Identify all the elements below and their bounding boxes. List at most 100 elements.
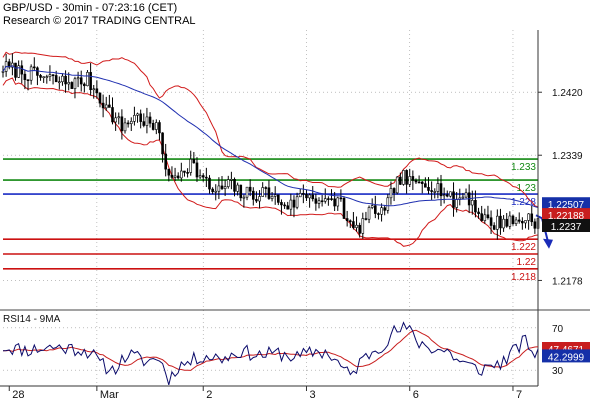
candle-body <box>480 213 483 221</box>
candle-body <box>45 76 49 78</box>
candle-body <box>511 215 515 224</box>
time-tick-label: Mar <box>100 389 119 400</box>
candle-body <box>292 199 296 208</box>
candle-body <box>298 193 302 198</box>
candle-body <box>251 190 255 200</box>
candle-body <box>323 198 327 202</box>
level-label: 1.233 <box>511 162 536 173</box>
candle-body <box>317 200 321 204</box>
candle-body <box>386 197 390 211</box>
time-tick-label: 28 <box>12 389 24 400</box>
rsi-line <box>2 321 539 386</box>
price-tag-label: 1.2237 <box>551 222 582 233</box>
price-tag <box>542 208 590 222</box>
candle-body <box>514 219 518 224</box>
candle-body <box>295 196 299 208</box>
candle-body <box>11 62 14 68</box>
candle-body <box>126 122 130 125</box>
candle-body <box>449 191 452 197</box>
candle-body <box>405 170 408 185</box>
candle-body <box>455 199 458 208</box>
candle-body <box>148 116 152 124</box>
price-tick-label: 1.2339 <box>552 151 583 162</box>
candle-body <box>1 71 5 73</box>
candle-body <box>58 81 61 84</box>
candle-body <box>302 193 305 195</box>
candle-body <box>439 183 443 197</box>
candle-body <box>86 72 89 87</box>
candle-body <box>117 116 121 119</box>
candle-body <box>464 192 468 198</box>
candle-body <box>355 224 358 228</box>
candle-body <box>201 175 205 178</box>
candle-body <box>289 199 293 210</box>
candle-body <box>89 72 92 91</box>
candle-body <box>248 186 252 192</box>
candle-body <box>314 198 318 204</box>
candle-body <box>361 218 365 234</box>
candle-body <box>139 113 142 122</box>
forecast-arrow-head <box>543 238 553 249</box>
candle-body <box>17 65 20 78</box>
candle-body <box>95 88 99 94</box>
candle-body <box>129 121 133 124</box>
candle-body <box>411 176 415 181</box>
price-tag-label: 1.22188 <box>548 211 585 222</box>
candle-body <box>533 221 537 229</box>
bollinger-lower <box>2 77 539 247</box>
candle-body <box>173 175 177 178</box>
candle-body <box>26 79 30 81</box>
candle-body <box>527 213 530 221</box>
candle-body <box>236 184 239 192</box>
moving-average-line <box>2 65 539 208</box>
candle-body <box>345 218 349 222</box>
candle-body <box>286 205 290 210</box>
candle-body <box>342 197 346 219</box>
candle-body <box>151 122 155 130</box>
candle-body <box>430 190 433 192</box>
candle-body <box>264 187 268 189</box>
candle-body <box>73 78 77 89</box>
candle-body <box>195 162 199 178</box>
bollinger-bands <box>2 51 539 247</box>
price-tick-label: 1.2420 <box>552 88 583 99</box>
rsi-tag-label: 42.2999 <box>548 352 585 363</box>
candle-body <box>395 176 399 194</box>
candle-body <box>258 196 261 202</box>
rsi-tick-label: 70 <box>552 324 564 335</box>
candle-body <box>158 122 161 134</box>
candle-body <box>508 215 512 227</box>
forecast-arrow-shaft <box>535 214 543 220</box>
candle-body <box>192 158 196 164</box>
candle-body <box>277 194 280 203</box>
candle-body <box>164 153 167 170</box>
candle-body <box>217 185 221 192</box>
candle-body <box>308 194 311 199</box>
candle-body <box>505 218 509 227</box>
rsi-title: RSI14 - 9MA <box>3 314 61 325</box>
time-tick-label: 7 <box>516 389 522 400</box>
candle-body <box>483 214 487 221</box>
rsi-panel: RSI14 - 9MA703047.467142.2999 <box>0 309 590 386</box>
candle-body <box>280 202 283 206</box>
candle-body <box>339 197 343 200</box>
candle-body <box>470 200 474 206</box>
level-label: 1.23 <box>517 183 537 194</box>
candle-body <box>70 82 74 89</box>
candle-body <box>133 115 136 122</box>
candle-body <box>29 66 33 81</box>
candle-body <box>83 83 86 87</box>
candle-body <box>167 168 171 176</box>
candle-body <box>461 196 465 199</box>
candle-body <box>136 113 139 116</box>
candle-body <box>23 73 27 80</box>
candle-body <box>111 107 114 123</box>
candle-body <box>477 211 480 214</box>
price-tick-label: 1.2178 <box>552 276 583 287</box>
price-tag <box>542 197 590 211</box>
candle-body <box>220 185 224 189</box>
candlesticks <box>1 53 540 240</box>
candle-body <box>64 75 67 85</box>
